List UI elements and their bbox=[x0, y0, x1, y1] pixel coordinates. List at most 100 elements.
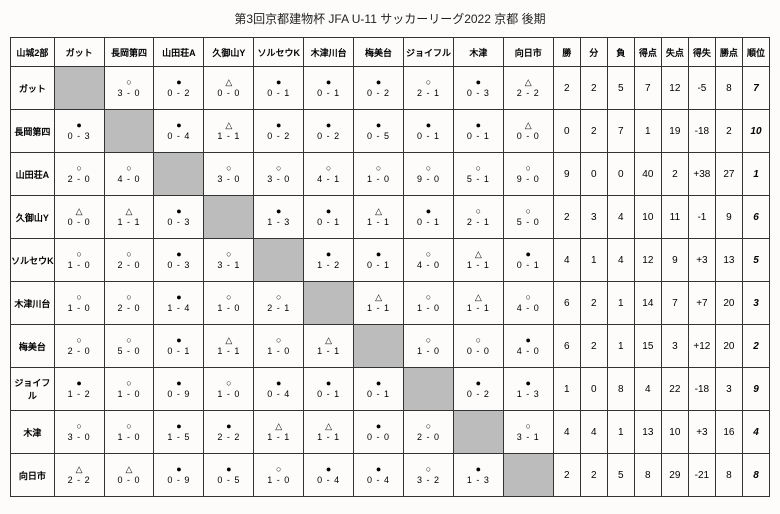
result-mark: ● bbox=[276, 206, 281, 217]
stat-cell: 0 bbox=[580, 153, 607, 196]
result-score: 1 - 2 bbox=[317, 260, 340, 271]
result-mark: ● bbox=[526, 335, 531, 346]
stat-cell: 3 bbox=[661, 325, 688, 368]
result-cell: △1 - 1 bbox=[304, 411, 354, 454]
result-score: 4 - 1 bbox=[317, 174, 340, 185]
result-cell: △1 - 1 bbox=[204, 325, 254, 368]
result-score: 4 - 0 bbox=[118, 174, 141, 185]
stat-cell: 8 bbox=[715, 454, 742, 497]
result-score: 0 - 0 bbox=[467, 346, 490, 357]
result-mark: ● bbox=[376, 464, 381, 475]
table-row: ソルセウK○1 - 0○2 - 0●0 - 3○3 - 1●1 - 2●0 - … bbox=[11, 239, 770, 282]
stat-cell: 13 bbox=[715, 239, 742, 282]
stat-cell: 7 bbox=[634, 67, 661, 110]
result-score: 2 - 0 bbox=[118, 260, 141, 271]
result-cell: ○1 - 0 bbox=[104, 411, 154, 454]
col-header: 長岡第四 bbox=[104, 38, 154, 67]
result-score: 1 - 1 bbox=[467, 303, 490, 314]
row-header: ソルセウK bbox=[11, 239, 55, 282]
stat-cell: 19 bbox=[661, 110, 688, 153]
result-cell: ●0 - 0 bbox=[354, 411, 404, 454]
result-cell: ○4 - 1 bbox=[304, 153, 354, 196]
result-cell bbox=[404, 368, 454, 411]
row-header: 向日市 bbox=[11, 454, 55, 497]
result-score: 5 - 1 bbox=[467, 174, 490, 185]
result-mark: ● bbox=[276, 120, 281, 131]
result-cell: ●0 - 1 bbox=[154, 325, 204, 368]
result-mark: △ bbox=[525, 77, 532, 88]
result-cell: ●0 - 1 bbox=[354, 239, 404, 282]
stat-cell: 9 bbox=[742, 368, 769, 411]
result-score: 1 - 0 bbox=[217, 303, 240, 314]
result-mark: △ bbox=[225, 120, 232, 131]
stat-cell: 9 bbox=[661, 239, 688, 282]
stat-cell: 12 bbox=[634, 239, 661, 282]
result-score: 2 - 1 bbox=[267, 303, 290, 314]
stat-header: 勝 bbox=[553, 38, 580, 67]
result-score: 0 - 2 bbox=[317, 131, 340, 142]
table-row: 向日市△2 - 2△0 - 0●0 - 9●0 - 5○1 - 0●0 - 4●… bbox=[11, 454, 770, 497]
stat-cell: 1 bbox=[553, 368, 580, 411]
stat-cell: 0 bbox=[607, 153, 634, 196]
result-mark: ● bbox=[176, 120, 181, 131]
result-score: 0 - 9 bbox=[167, 389, 190, 400]
result-cell: △1 - 1 bbox=[254, 411, 304, 454]
stat-cell: 1 bbox=[607, 411, 634, 454]
result-cell: ○2 - 1 bbox=[254, 282, 304, 325]
stat-header: 失点 bbox=[661, 38, 688, 67]
result-score: 2 - 0 bbox=[68, 174, 91, 185]
stat-cell: 20 bbox=[715, 282, 742, 325]
stat-cell: 11 bbox=[661, 196, 688, 239]
stat-cell: 2 bbox=[553, 196, 580, 239]
result-score: 0 - 1 bbox=[317, 217, 340, 228]
result-mark: ● bbox=[326, 249, 331, 260]
league-table: 山城2部ガット長岡第四山田荘A久御山YソルセウK木津川台梅美台ジョイフル木津向日… bbox=[10, 37, 770, 497]
result-mark: ● bbox=[526, 378, 531, 389]
result-score: 0 - 1 bbox=[417, 131, 440, 142]
result-score: 4 - 0 bbox=[417, 260, 440, 271]
page-title: 第3回京都建物杯 JFA U-11 サッカーリーグ2022 京都 後期 bbox=[10, 10, 770, 27]
result-score: 0 - 2 bbox=[367, 88, 390, 99]
result-score: 5 - 0 bbox=[118, 346, 141, 357]
stat-cell: -18 bbox=[688, 368, 715, 411]
result-mark: ● bbox=[276, 77, 281, 88]
stat-cell: 5 bbox=[607, 454, 634, 497]
result-mark: ● bbox=[326, 378, 331, 389]
result-cell: ○1 - 0 bbox=[254, 454, 304, 497]
table-row: 木津川台○1 - 0○2 - 0●1 - 4○1 - 0○2 - 1△1 - 1… bbox=[11, 282, 770, 325]
row-header: ジョイフル bbox=[11, 368, 55, 411]
row-header: 木津 bbox=[11, 411, 55, 454]
result-score: 2 - 2 bbox=[517, 88, 540, 99]
result-mark: ● bbox=[226, 421, 231, 432]
row-header: ガット bbox=[11, 67, 55, 110]
result-score: 0 - 1 bbox=[467, 131, 490, 142]
result-mark: ● bbox=[176, 464, 181, 475]
result-cell: △1 - 1 bbox=[304, 325, 354, 368]
result-score: 1 - 3 bbox=[517, 389, 540, 400]
result-cell: ●0 - 2 bbox=[453, 368, 503, 411]
result-cell: ○4 - 0 bbox=[503, 282, 553, 325]
stat-cell: 5 bbox=[742, 239, 769, 282]
stat-cell: 3 bbox=[742, 282, 769, 325]
result-mark: △ bbox=[375, 206, 382, 217]
result-cell: ●0 - 9 bbox=[154, 368, 204, 411]
result-score: 3 - 1 bbox=[517, 432, 540, 443]
result-mark: △ bbox=[225, 77, 232, 88]
result-mark: ● bbox=[176, 292, 181, 303]
result-score: 1 - 1 bbox=[317, 346, 340, 357]
result-score: 0 - 0 bbox=[517, 131, 540, 142]
result-mark: ○ bbox=[426, 163, 431, 174]
result-score: 0 - 4 bbox=[367, 475, 390, 486]
result-mark: ● bbox=[526, 249, 531, 260]
result-score: 1 - 1 bbox=[467, 260, 490, 271]
result-cell: ○3 - 0 bbox=[54, 411, 104, 454]
result-cell: ○1 - 0 bbox=[354, 153, 404, 196]
result-score: 2 - 1 bbox=[467, 217, 490, 228]
result-score: 0 - 0 bbox=[68, 217, 91, 228]
result-cell bbox=[204, 196, 254, 239]
result-cell: ○3 - 0 bbox=[254, 153, 304, 196]
result-cell: ○2 - 0 bbox=[404, 411, 454, 454]
stat-header: 勝点 bbox=[715, 38, 742, 67]
stat-cell: 4 bbox=[634, 368, 661, 411]
stat-cell: -1 bbox=[688, 196, 715, 239]
